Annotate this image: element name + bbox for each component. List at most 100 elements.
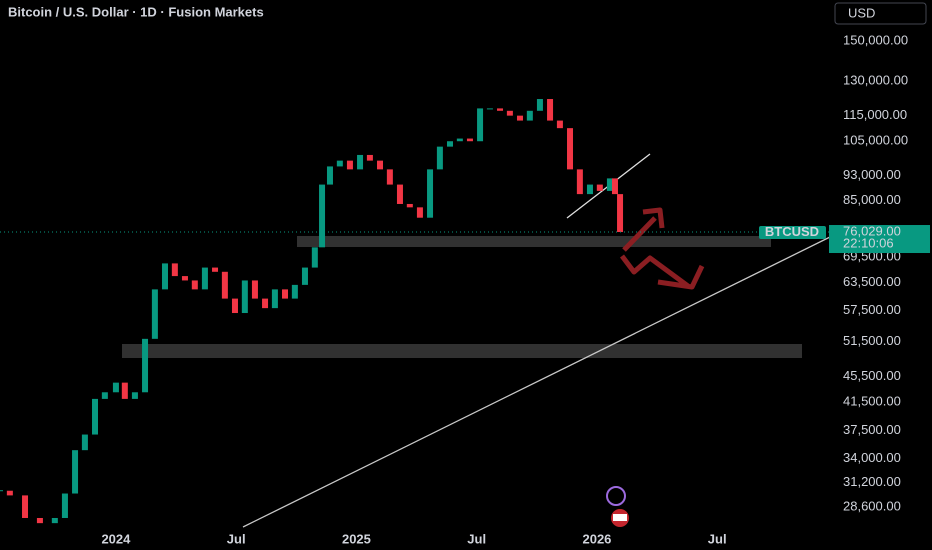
candle (101, 392, 108, 399)
candle (617, 194, 624, 233)
candle (241, 280, 248, 314)
y-tick-label: 63,500.00 (843, 274, 901, 289)
y-tick-label: 130,000.00 (843, 73, 908, 88)
x-tick-label: Jul (708, 531, 727, 546)
trend-line (242, 236, 831, 528)
y-tick-label: 34,000.00 (843, 450, 901, 465)
y-tick-label: 57,500.00 (843, 302, 901, 317)
candle (131, 392, 138, 399)
x-tick-label: 2025 (342, 531, 371, 546)
candle (366, 154, 373, 161)
y-tick-label: 85,000.00 (843, 192, 901, 207)
arrow-up (622, 207, 665, 252)
candle (301, 267, 308, 285)
candle (81, 434, 88, 451)
candle (606, 178, 613, 191)
candle (36, 517, 43, 524)
candle (181, 276, 188, 281)
candle (516, 115, 523, 121)
candle (427, 169, 434, 218)
candle (319, 184, 326, 248)
candle (262, 298, 269, 309)
candle (477, 108, 484, 142)
candle (121, 382, 128, 399)
candle (326, 166, 333, 185)
countdown: 22:10:06 (843, 235, 894, 250)
candle (336, 160, 343, 167)
candle (212, 267, 219, 272)
candle (251, 280, 258, 299)
support-zone (297, 236, 771, 247)
candle (556, 120, 563, 129)
candle (506, 110, 513, 116)
y-tick-label: 28,600.00 (843, 498, 901, 513)
candle (291, 284, 298, 299)
y-tick-label: 150,000.00 (843, 32, 908, 47)
candle (0, 490, 3, 492)
candle (611, 178, 618, 195)
icon[interactable] (613, 514, 627, 521)
x-tick-label: 2026 (582, 531, 611, 546)
candle (112, 382, 119, 393)
candle (51, 517, 58, 524)
candle (282, 289, 289, 299)
candle (396, 184, 403, 204)
y-tick-label: 37,500.00 (843, 422, 901, 437)
candle (191, 280, 198, 290)
candle (486, 108, 493, 110)
x-tick-label: 2024 (101, 531, 131, 546)
candle (271, 289, 278, 309)
candle (72, 450, 79, 494)
candle (386, 169, 393, 185)
y-tick-label: 45,500.00 (843, 368, 901, 383)
candle (201, 267, 208, 290)
x-tick-label: Jul (467, 531, 486, 546)
support-zone (122, 344, 802, 358)
candle (61, 493, 68, 518)
candle (22, 495, 29, 518)
symbol-tag (759, 226, 826, 240)
candle (92, 398, 99, 435)
candle (231, 298, 238, 314)
candle (466, 138, 473, 142)
candle (446, 141, 453, 147)
last-price-label: 76,029.00 (843, 223, 901, 238)
candle (576, 169, 583, 195)
candle (436, 146, 443, 170)
candle (416, 207, 423, 218)
candle (142, 338, 149, 393)
candle (497, 108, 504, 111)
candle (171, 263, 178, 277)
symbol-label: BTCUSD (765, 224, 819, 239)
candle (221, 271, 228, 299)
candle (596, 184, 603, 191)
candle (357, 154, 364, 170)
candle (567, 128, 574, 170)
candle (406, 203, 413, 208)
candle (161, 263, 168, 290)
y-tick-label: 93,000.00 (843, 167, 901, 182)
y-tick-label: 51,500.00 (843, 333, 901, 348)
candle (547, 99, 554, 121)
chart-title: Bitcoin / U.S. Dollar · 1D · Fusion Mark… (8, 4, 264, 19)
candle (151, 289, 158, 339)
candle (586, 184, 593, 195)
currency-button[interactable] (834, 2, 927, 25)
candle (377, 160, 384, 170)
x-tick-label: Jul (227, 531, 246, 546)
y-tick-label: 105,000.00 (843, 133, 908, 148)
currency-label[interactable]: USD (848, 5, 875, 20)
candle (526, 110, 533, 121)
candle (456, 138, 463, 142)
y-tick-label: 41,500.00 (843, 394, 901, 409)
candle (346, 160, 353, 170)
icon[interactable] (606, 486, 626, 506)
candle (6, 490, 13, 496)
y-tick-label: 115,000.00 (843, 107, 907, 122)
price-tag (829, 225, 930, 254)
candle (536, 99, 543, 111)
y-tick-label: 31,200.00 (843, 474, 901, 489)
arrow-down (620, 254, 705, 290)
